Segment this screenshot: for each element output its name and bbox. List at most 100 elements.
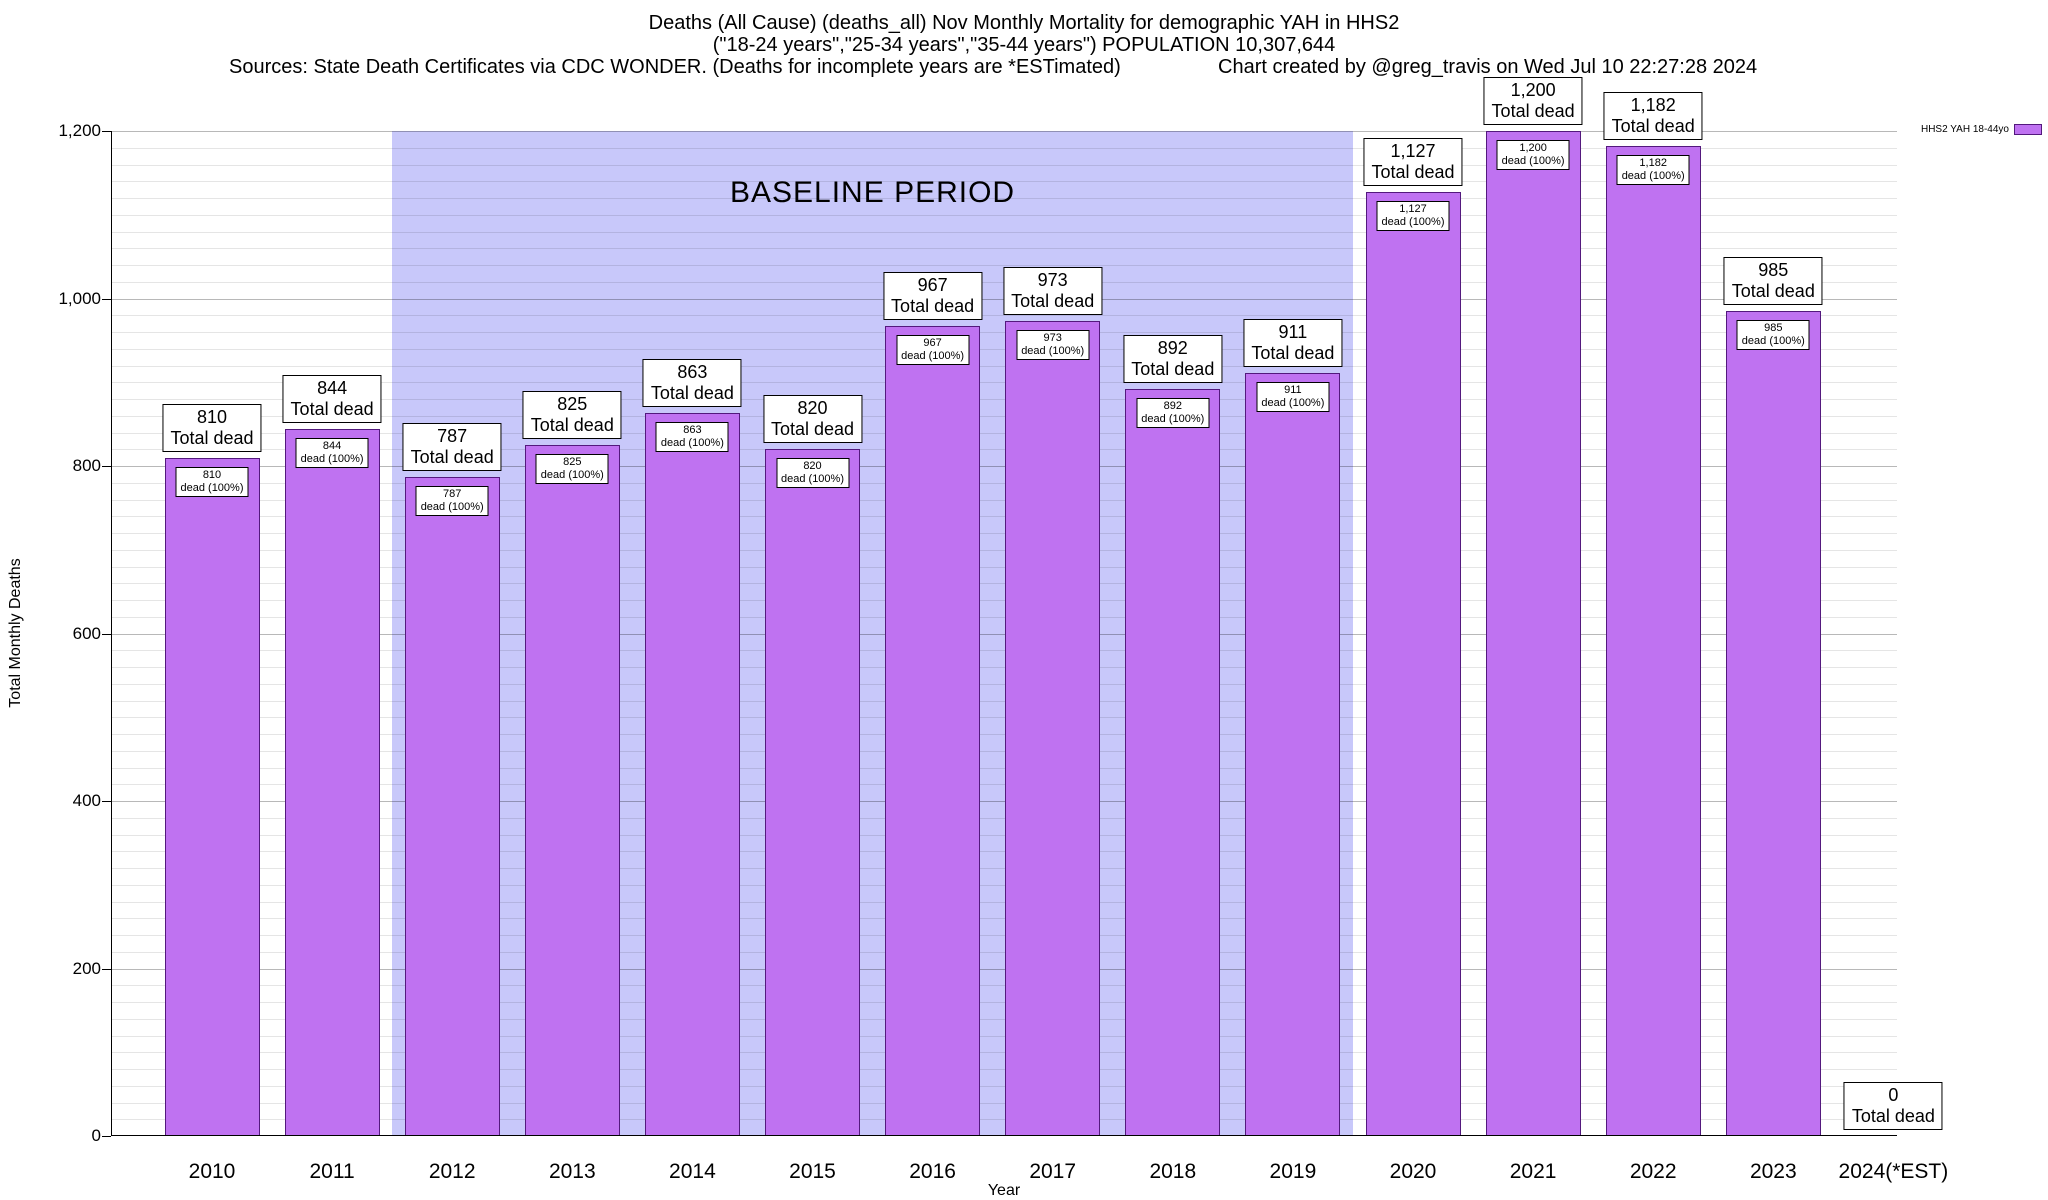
bar-inner-suffix: dead (100%) [1741, 335, 1805, 348]
bar-2016 [885, 326, 981, 1136]
bar-2023 [1725, 311, 1821, 1136]
gridline-minor [111, 700, 1897, 702]
gridline-minor [111, 415, 1897, 417]
bar-2015 [765, 449, 860, 1136]
bar-inner-label: 810 dead (100%) [175, 466, 249, 497]
bar-2021 [1485, 131, 1581, 1136]
legend: HHS2 YAH 18-44yo [1921, 124, 2042, 135]
bar-inner-suffix: dead (100%) [1381, 216, 1445, 229]
bar-inner-suffix: dead (100%) [660, 437, 724, 450]
bar-value: 973 [1037, 270, 1068, 291]
plot-area: BASELINE PERIOD 810 dead (100%) 810 Total de… [111, 77, 1943, 1136]
gridline-minor [111, 750, 1897, 752]
bar-inner-value: 985 [1764, 322, 1783, 335]
bar-2011 [284, 429, 380, 1136]
chart-title-line2: ("18-24 years","25-34 years","35-44 year… [712, 34, 1336, 56]
x-tick-label: 2010 [188, 1160, 236, 1183]
bar-2018 [1125, 388, 1221, 1136]
bar-inner-value: 1,127 [1399, 203, 1427, 216]
gridline-minor [111, 817, 1897, 819]
bar-inner-label: 892 dead (100%) [1136, 397, 1210, 428]
bar-value-suffix: Total dead [1131, 358, 1215, 379]
x-tick-label: 2011 [309, 1160, 355, 1183]
bar-inner-suffix: dead (100%) [1021, 345, 1085, 358]
gridline-minor [111, 583, 1897, 585]
gridline-minor [111, 566, 1897, 568]
gridline-minor [111, 449, 1897, 451]
bar-value: 1,200 [1510, 80, 1556, 100]
gridline-minor [111, 533, 1897, 534]
gridline-minor [111, 1119, 1897, 1121]
bar-value-label: 863 Total dead [642, 359, 742, 408]
bar-inner-value: 787 [443, 487, 462, 500]
x-tick-label: 2023 [1749, 1160, 1797, 1183]
y-tick-label: 400 [72, 791, 101, 810]
chart-sources-text: Sources: State Death Certificates via CD… [229, 56, 1121, 78]
bar-value-suffix: Total dead [1491, 101, 1575, 121]
bar-2012 [404, 476, 500, 1136]
gridline-minor [111, 1052, 1897, 1054]
bar-value-label: 911 Total dead [1243, 319, 1343, 368]
bar-2022 [1605, 146, 1701, 1136]
x-tick-label: 2016 [909, 1160, 956, 1183]
gridline-minor [111, 1018, 1897, 1020]
bar-inner-suffix: dead (100%) [1501, 155, 1565, 167]
bar-inner-suffix: dead (100%) [901, 350, 965, 363]
gridline-minor [111, 265, 1897, 266]
bar-inner-label: 985 dead (100%) [1736, 320, 1810, 351]
bar-value: 810 [196, 406, 228, 427]
bar-inner-value: 967 [923, 337, 942, 350]
chart-credit-text: Chart created by @greg_travis on Wed Jul… [1218, 56, 1758, 78]
gridline-minor [111, 1069, 1897, 1070]
x-tick-label: 2018 [1149, 1160, 1197, 1183]
gridline-major [111, 131, 1897, 132]
gridline-minor [111, 198, 1897, 199]
bar-inner-suffix: dead (100%) [1261, 397, 1325, 410]
bar-value: 911 [1278, 322, 1308, 343]
bar-value: 825 [557, 394, 588, 415]
gridline-major [111, 466, 1897, 467]
bar-value-label: 892 Total dead [1123, 334, 1223, 383]
y-tick-label: 800 [72, 456, 101, 475]
bar-inner-label: 820 dead (100%) [776, 458, 849, 489]
bar-inner-label: 1,182 dead (100%) [1616, 155, 1690, 186]
gridline-minor [111, 918, 1897, 920]
bar-inner-suffix: dead (100%) [540, 469, 604, 482]
bar-inner-value: 1,182 [1639, 157, 1667, 170]
legend-swatch [2014, 124, 2042, 135]
bar-value-suffix: Total dead [1731, 281, 1815, 302]
baseline-period-label: BASELINE PERIOD [730, 176, 1016, 209]
bar-inner-label: 844 dead (100%) [295, 438, 369, 469]
bar-2017 [1005, 321, 1101, 1136]
bar-value-suffix: Total dead [891, 296, 975, 317]
gridline-minor [111, 650, 1897, 652]
bar-value: 985 [1758, 260, 1789, 281]
bar-value: 863 [677, 362, 708, 383]
gridline-minor [111, 382, 1897, 384]
bar-value: 967 [917, 275, 948, 296]
y-tick-mark [102, 298, 111, 300]
bar-inner-label: 967 dead (100%) [896, 335, 970, 366]
gridline-minor [111, 616, 1897, 618]
bar-value: 0 [1888, 1085, 1899, 1105]
gridline-minor [111, 516, 1897, 518]
y-tick-mark [102, 633, 111, 635]
bar-inner-suffix: dead (100%) [1141, 412, 1205, 425]
bar-inner-value: 1,200 [1519, 142, 1547, 154]
gridline-minor [111, 868, 1897, 869]
gridline-major [111, 801, 1897, 802]
gridline-minor [111, 248, 1897, 250]
gridline-minor [111, 985, 1897, 987]
legend-label: HHS2 YAH 18-44yo [1920, 124, 2009, 135]
gridline-minor [111, 1102, 1897, 1104]
gridline-minor [111, 499, 1897, 501]
bar-inner-suffix: dead (100%) [1621, 170, 1685, 183]
gridline-minor [111, 365, 1897, 367]
bar-value-suffix: Total dead [650, 383, 734, 404]
y-tick-mark [102, 968, 111, 970]
chart-title-line1: Deaths (All Cause) (deaths_all) Nov Mont… [648, 12, 1400, 34]
x-tick-label: 2017 [1029, 1160, 1077, 1183]
bar-value-label: 967 Total dead [883, 272, 983, 321]
gridline-minor [111, 231, 1897, 233]
